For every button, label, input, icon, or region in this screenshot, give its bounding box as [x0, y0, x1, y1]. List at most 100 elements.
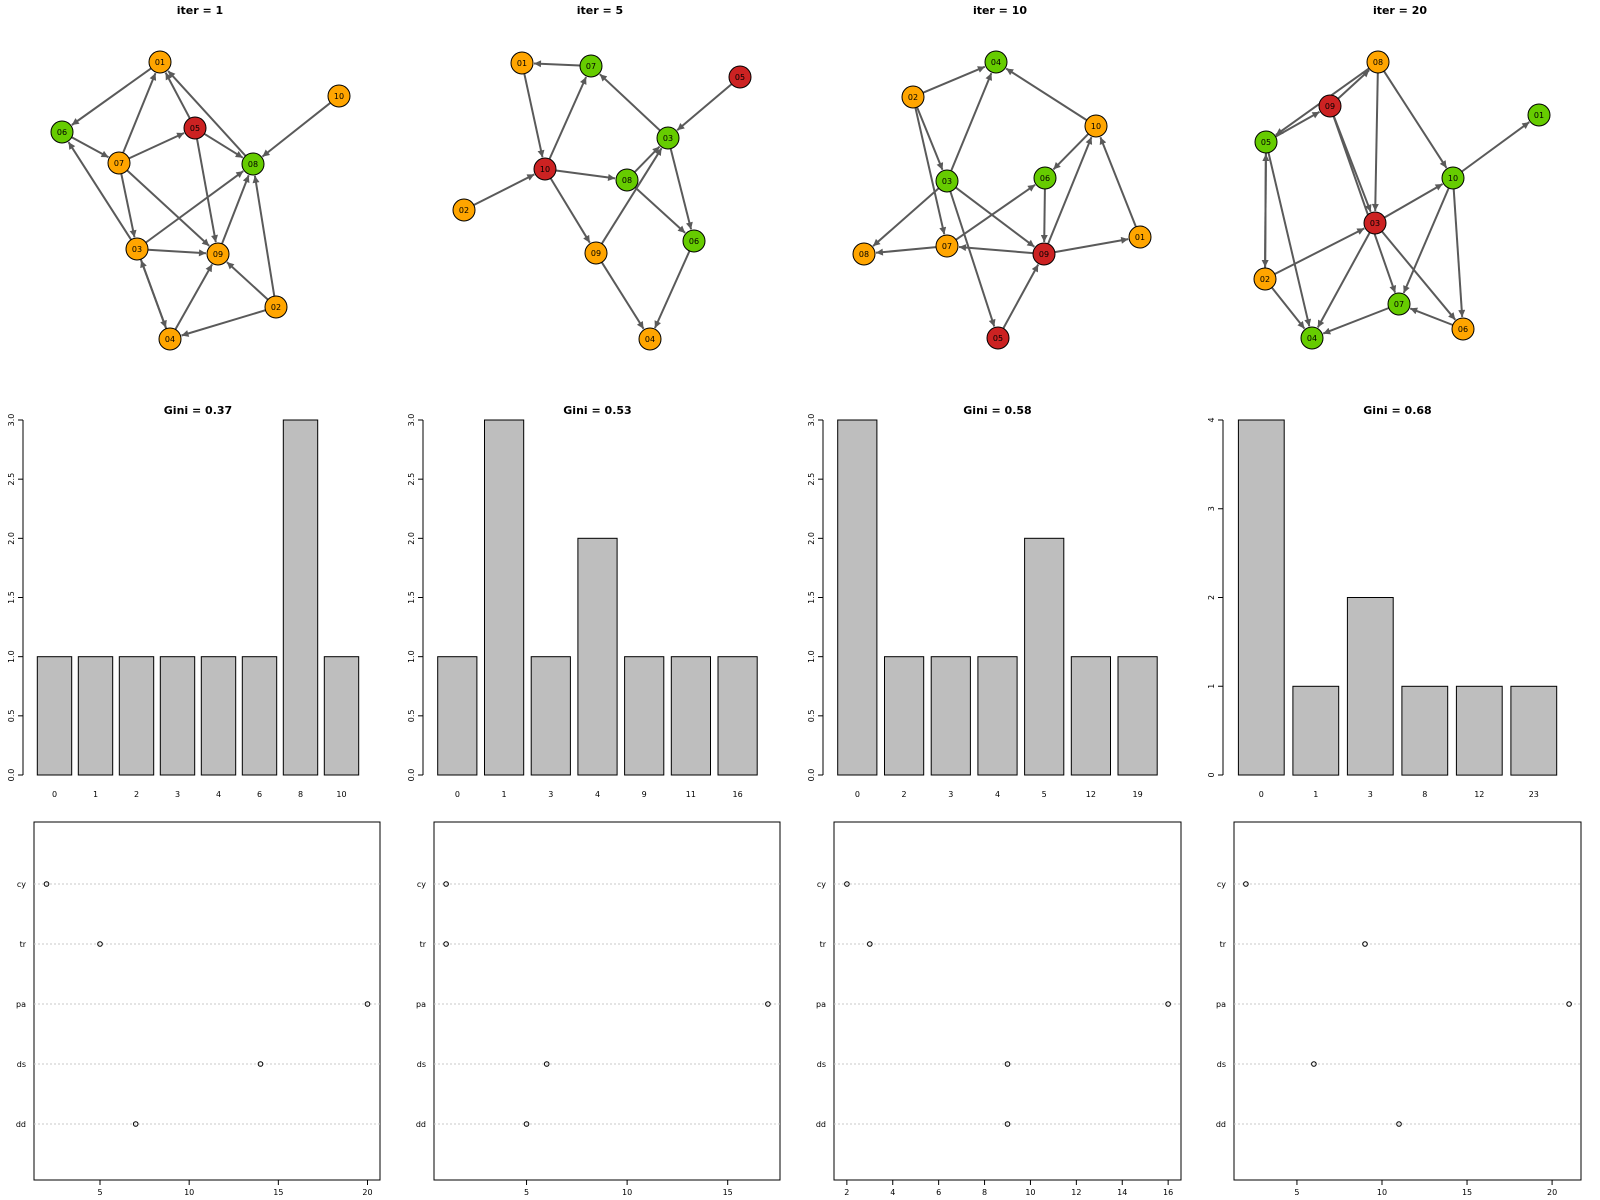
edge-08-06 — [634, 186, 686, 234]
edge-07-06 — [955, 183, 1036, 241]
x-tick-label: 1 — [93, 790, 98, 799]
network-nodes: 01 02 03 04 05 06 07 08 09 10 — [452, 51, 752, 351]
y-tick-label: 3.0 — [807, 414, 816, 427]
y-tick-label: 0.0 — [807, 769, 816, 782]
bar — [1346, 597, 1394, 776]
x-tick-label: 4 — [216, 790, 221, 799]
node-07 — [579, 54, 603, 78]
network-edges — [872, 65, 1137, 329]
data-point — [1566, 1001, 1572, 1007]
y-tick-label: 1.0 — [807, 650, 816, 663]
x-tick-label: 12 — [1474, 790, 1484, 799]
data-point — [97, 941, 103, 947]
row-label: ds — [1217, 1060, 1226, 1069]
x-tick-label: 1 — [502, 790, 507, 799]
dot-chart-3: cy tr pa ds dd 2 4 6 8 10 12 14 16 — [816, 821, 1182, 1197]
x-tick-label: 10 — [622, 1188, 632, 1197]
node-01 — [510, 51, 534, 75]
y-axis: 0.0 0.5 1.0 1.5 2.0 2.5 3.0 — [407, 414, 424, 781]
y-tick-label: 2.5 — [407, 473, 416, 486]
x-tick-label: 2 — [134, 790, 139, 799]
node-05 — [728, 65, 752, 89]
node-04 — [1300, 326, 1324, 350]
node-label-04: 04 — [1307, 334, 1317, 343]
node-08 — [241, 152, 265, 176]
network-nodes: 01 02 03 04 05 06 07 08 09 10 — [852, 50, 1152, 350]
x-tick-label: 5 — [524, 1188, 529, 1197]
edge-03-06 — [1381, 230, 1457, 321]
node-label-01: 01 — [517, 59, 527, 68]
plot-frame — [33, 821, 381, 1181]
y-tick-label: 2.0 — [7, 532, 16, 545]
x-tick-label: 5 — [97, 1188, 102, 1197]
edge-03-04 — [139, 258, 167, 329]
node-01 — [148, 50, 172, 74]
edge-03-07 — [599, 73, 661, 132]
edge-05-09 — [1002, 264, 1040, 329]
x-tick-label: 10 — [1377, 1188, 1387, 1197]
node-label-02: 02 — [271, 303, 281, 312]
node-01 — [1128, 225, 1152, 249]
x-tick-label: 3 — [1368, 790, 1373, 799]
data-point — [443, 881, 449, 887]
data-point — [132, 1121, 139, 1127]
node-label-05: 05 — [993, 334, 1003, 343]
bar — [36, 656, 73, 776]
edge-10-08 — [261, 102, 332, 158]
row-label: dd — [16, 1120, 26, 1129]
network-nodes: 01 02 03 04 05 06 07 08 09 10 — [50, 50, 351, 351]
edge-02-04 — [181, 309, 266, 337]
bar — [717, 656, 758, 776]
edge-10-07 — [548, 76, 588, 160]
x-tick-label: 9 — [642, 790, 647, 799]
bar — [670, 656, 711, 776]
bar — [1070, 656, 1112, 776]
plot-frame — [833, 821, 1182, 1181]
node-label-02: 02 — [1260, 275, 1270, 284]
node-10 — [327, 84, 351, 108]
bar — [118, 656, 155, 776]
y-tick-label: 1.5 — [807, 591, 816, 604]
x-tick-label: 20 — [362, 1188, 372, 1197]
edge-09-04 — [600, 261, 645, 330]
node-03 — [656, 126, 680, 150]
x-tick-label: 16 — [733, 790, 743, 799]
edge-10-04 — [1005, 67, 1088, 121]
edge-10-09 — [549, 177, 591, 244]
edge-07-09 — [126, 169, 210, 247]
node-label-04: 04 — [645, 335, 655, 344]
node-label-07: 07 — [942, 242, 952, 251]
edge-01-06 — [71, 67, 152, 126]
data-point — [844, 881, 850, 887]
node-label-01: 01 — [1135, 233, 1145, 242]
node-label-04: 04 — [991, 58, 1001, 67]
edge-10-07 — [1402, 187, 1450, 294]
bar-chart-title: Gini = 0.37 — [164, 404, 232, 417]
edge-03-06 — [669, 148, 693, 230]
edge-02-07 — [914, 107, 947, 235]
bar-chart-1: Gini = 0.37 0 1 2 3 4 6 8 10 0.0 0.5 1.0 1.5 2.0 2.5 3.… — [7, 404, 360, 799]
node-label-09: 09 — [1325, 102, 1335, 111]
x-tick-label: 3 — [948, 790, 953, 799]
edge-08-10 — [1383, 70, 1448, 169]
y-axis: 0.0 0.5 1.0 1.5 2.0 2.5 3.0 — [7, 414, 24, 781]
node-label-09: 09 — [1039, 250, 1049, 259]
y-tick-label: 2.5 — [7, 473, 16, 486]
data-point — [1004, 1061, 1011, 1067]
edge-03-08 — [872, 187, 940, 247]
data-point — [867, 941, 873, 947]
edge-02-04 — [922, 65, 986, 94]
network-edges — [1261, 67, 1530, 335]
edge-07-08 — [875, 246, 937, 256]
network-title: iter = 5 — [577, 4, 623, 17]
x-tick-label: 15 — [723, 1188, 733, 1197]
bar — [1455, 685, 1503, 776]
bar — [200, 656, 237, 776]
edge-07-01 — [122, 72, 157, 154]
row-label: dd — [1216, 1120, 1226, 1129]
edge-02-03 — [916, 106, 944, 171]
data-point — [1165, 1001, 1171, 1007]
edge-08-03 — [633, 145, 661, 173]
bar — [1024, 537, 1065, 776]
